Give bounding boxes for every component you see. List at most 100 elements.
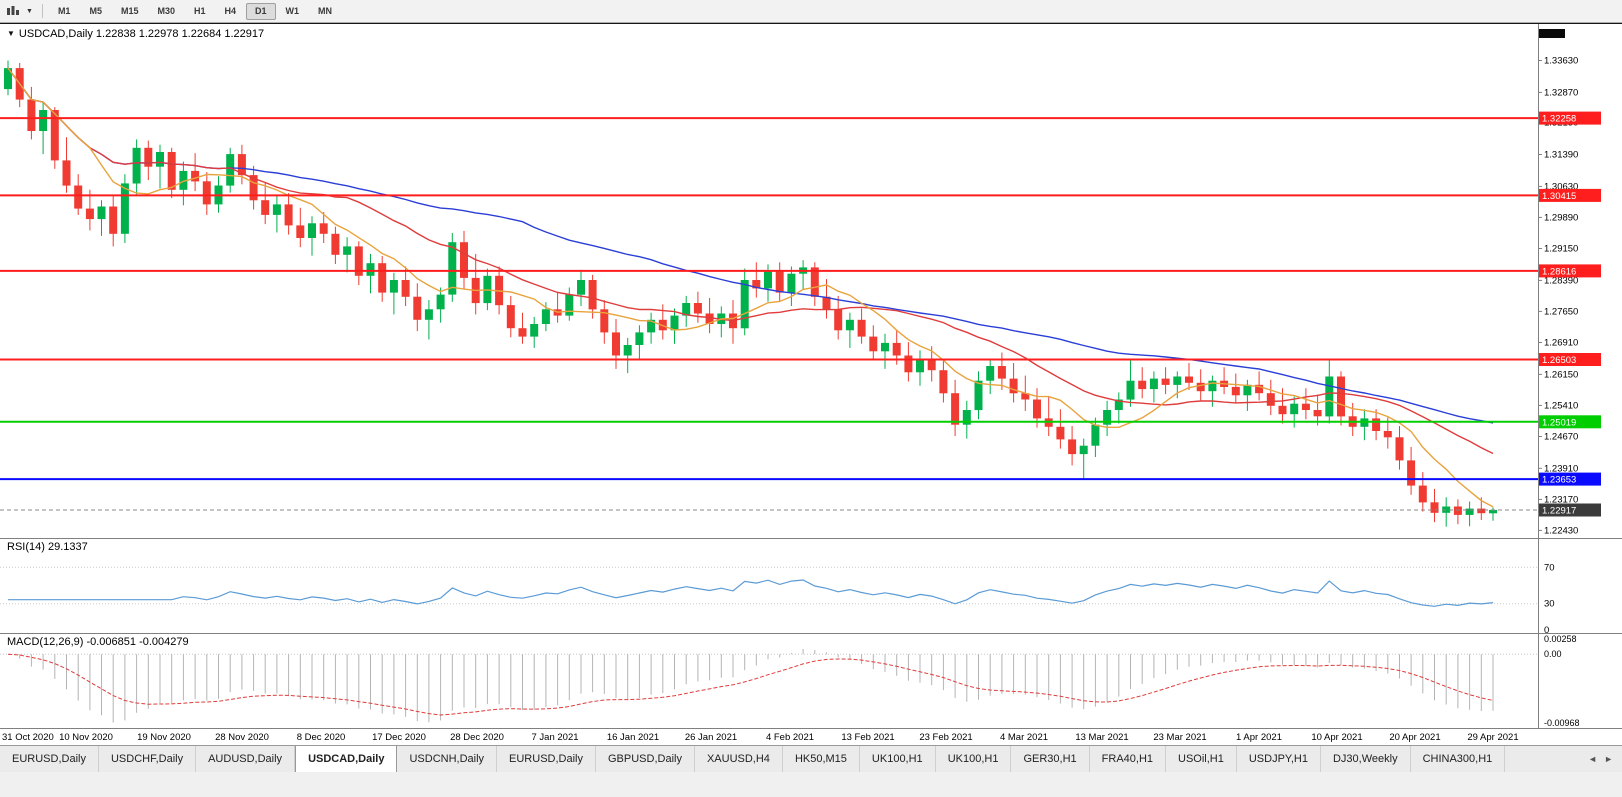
x-axis-label: 8 Dec 2020 [296, 732, 346, 743]
candle-body [670, 315, 679, 331]
candle-body [1418, 485, 1427, 503]
timeframe-m1[interactable]: M1 [57, 5, 71, 16]
candle-body [1185, 376, 1193, 383]
candle-body [1372, 418, 1381, 431]
candle-body [4, 68, 12, 90]
y-tick-label: 1.31390 [1544, 150, 1578, 161]
chart-tab-usoil-h1[interactable]: USOil,H1 [1166, 746, 1237, 772]
toolbar-separator [41, 4, 43, 18]
candle-body [1173, 376, 1182, 385]
timeframe-m15[interactable]: M15 [120, 5, 139, 16]
candle-body [1313, 410, 1322, 417]
tabs-scroll-right-icon[interactable]: ► [1604, 754, 1613, 764]
macd-pane-canvas[interactable]: 0.00258 0.00 -0.00968 [0, 633, 1622, 728]
candle-body [1138, 380, 1147, 390]
price-pane-canvas[interactable]: 1.336301.328701.321501.313901.306301.298… [0, 24, 1622, 538]
candle-body [623, 345, 632, 356]
chart-tab-uk100-h1[interactable]: UK100,H1 [859, 746, 936, 772]
candle-body [354, 246, 363, 276]
candle-body [27, 99, 36, 131]
y-tick-label: 1.22430 [1544, 525, 1578, 536]
chart-tab-eurusd-daily[interactable]: EURUSD,Daily [497, 746, 596, 772]
axis-top-marker [1539, 29, 1565, 38]
level-price-tag: 1.26503 [1539, 353, 1601, 366]
y-tick-label: 1.33630 [1544, 56, 1578, 67]
candle-body [85, 208, 94, 220]
timeframe-m30[interactable]: M30 [157, 5, 175, 16]
candle-body [272, 204, 281, 215]
chart-tab-usdcnh-daily[interactable]: USDCNH,Daily [397, 746, 498, 772]
rsi-level-label: 70 [1544, 562, 1555, 573]
y-tick-label: 1.29890 [1544, 212, 1578, 223]
y-tick-label: 1.23170 [1544, 494, 1578, 505]
rsi-pane-canvas[interactable]: 70 30 0 [0, 538, 1622, 633]
timeframe-h1[interactable]: H1 [194, 5, 206, 16]
candle-body [1325, 376, 1334, 417]
candle-body [1068, 439, 1077, 455]
chart-tab-usdjpy-h1[interactable]: USDJPY,H1 [1236, 746, 1321, 772]
time-axis[interactable]: 31 Oct 2020 10 Nov 2020 19 Nov 2020 28 Nov … [0, 728, 1622, 745]
chart-tab-fra40-h1[interactable]: FRA40,H1 [1089, 746, 1167, 772]
candle-body [1407, 460, 1416, 486]
svg-text:1.23653: 1.23653 [1542, 475, 1576, 486]
chart-tab-hk50-m15[interactable]: HK50,M15 [782, 746, 860, 772]
chart-dropdown-icon[interactable]: ▼ [26, 7, 33, 15]
timeframe-m5[interactable]: M5 [89, 5, 102, 16]
candle-body [904, 355, 913, 373]
chart-type-icon[interactable] [4, 5, 22, 17]
candle-body [787, 273, 796, 293]
chart-tab-usdchf-daily[interactable]: USDCHF,Daily [98, 746, 197, 772]
y-tick-label: 1.24670 [1544, 432, 1578, 443]
candle-body [1337, 376, 1345, 417]
y-tick-label: 1.32870 [1544, 87, 1578, 98]
candle-body [109, 206, 118, 234]
candle-body [1243, 384, 1252, 396]
candle-body [132, 147, 141, 184]
chart-tab-usdcad-daily[interactable]: USDCAD,Daily [295, 746, 398, 772]
candle-body [1033, 399, 1041, 419]
candle-body [1161, 378, 1170, 385]
bottom-strip [0, 772, 1622, 797]
candle-body [1453, 506, 1462, 515]
candle-body [869, 336, 878, 352]
svg-text:1.25019: 1.25019 [1542, 417, 1576, 428]
svg-text:1.30415: 1.30415 [1542, 191, 1576, 202]
tabs-scroll-left-icon[interactable]: ◄ [1588, 754, 1598, 764]
chart-tab-eurusd-daily[interactable]: EURUSD,Daily [0, 746, 99, 772]
chart-tab-audusd-daily[interactable]: AUDUSD,Daily [196, 746, 296, 772]
candle-body [962, 410, 971, 425]
candle-body [752, 280, 761, 289]
chart-tab-dj30-weekly[interactable]: DJ30,Weekly [1320, 746, 1411, 772]
candle-body [1103, 410, 1112, 425]
chart-tab-uk100-h1[interactable]: UK100,H1 [935, 746, 1012, 772]
x-axis-label: 13 Feb 2021 [841, 732, 895, 743]
candle-body [261, 200, 270, 215]
timeframe-d1[interactable]: D1 [246, 2, 276, 20]
candle-body [939, 370, 948, 394]
chart-tab-gbpusd-daily[interactable]: GBPUSD,Daily [596, 746, 695, 772]
candle-body [167, 152, 176, 190]
candle-body [775, 271, 784, 293]
x-axis-label: 10 Nov 2020 [59, 732, 113, 743]
chart-tab-ger30-h1[interactable]: GER30,H1 [1011, 746, 1090, 772]
x-axis-label: 28 Dec 2020 [450, 732, 504, 743]
timeframe-h4[interactable]: H4 [224, 5, 237, 16]
candle-body [296, 225, 305, 238]
x-axis-label: 4 Feb 2021 [765, 732, 815, 743]
timeframe-mn[interactable]: MN [318, 5, 333, 16]
ma-line-45 [7, 67, 1494, 424]
timeframe-w1[interactable]: W1 [285, 5, 300, 16]
chart-tab-xauusd-h4[interactable]: XAUUSD,H4 [694, 746, 783, 772]
y-tick-label: 1.28390 [1544, 275, 1578, 286]
candle-body [62, 160, 71, 186]
chart-tab-china300-h1[interactable]: CHINA300,H1 [1410, 746, 1506, 772]
candle-body [1079, 445, 1088, 455]
candle-body [1266, 393, 1275, 406]
candle-body [97, 206, 106, 220]
candle-body [401, 280, 410, 297]
x-axis-label: 17 Dec 2020 [372, 732, 426, 743]
candle-body [308, 223, 316, 238]
candle-body [740, 280, 749, 329]
macd-signal-line [7, 653, 1494, 716]
candle-body [249, 175, 258, 201]
